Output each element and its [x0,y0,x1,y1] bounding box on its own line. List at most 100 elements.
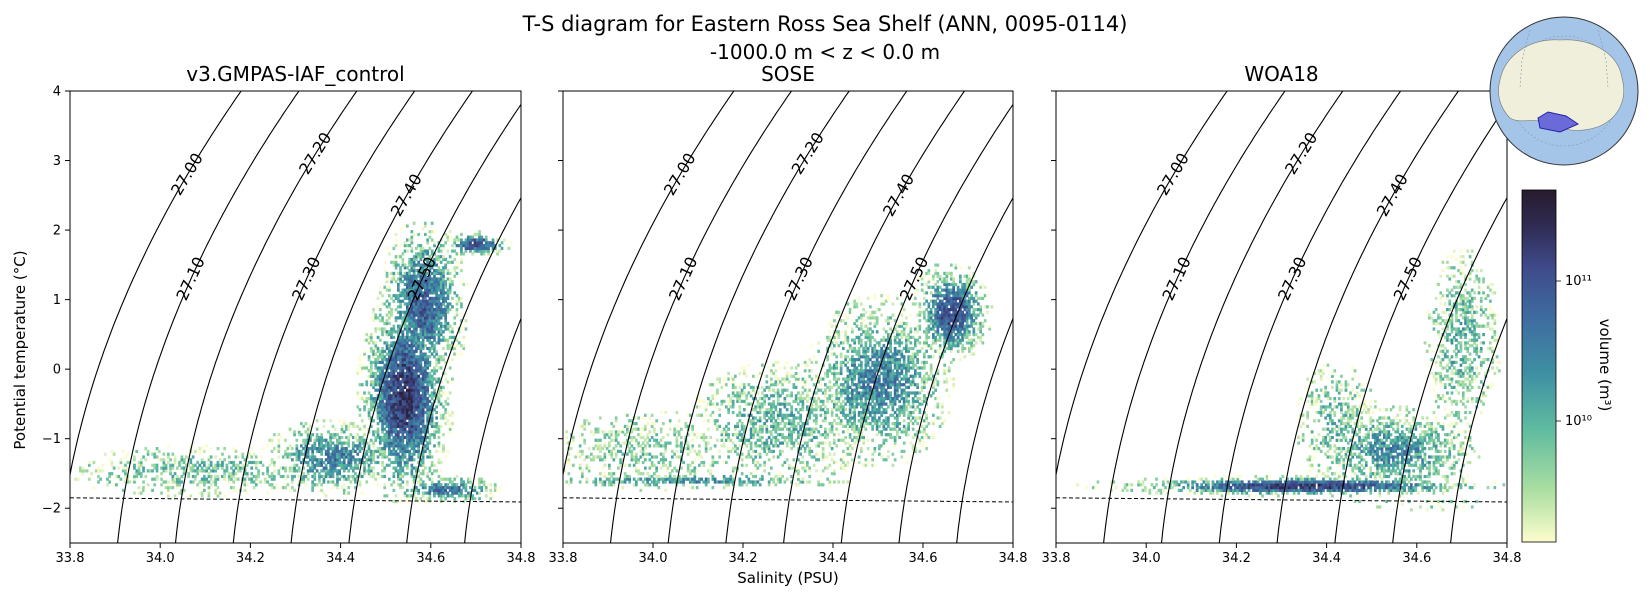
heatmap-cell [421,385,425,389]
heatmap-cell [270,438,274,442]
heatmap-cell [302,441,305,445]
heatmap-cell [842,460,845,465]
heatmap-cell [401,391,405,395]
heatmap-cell [734,385,737,389]
heatmap-cell [830,458,834,462]
heatmap-cell [754,483,757,487]
heatmap-cell [756,402,760,406]
heatmap-cell [790,366,793,370]
heatmap-cell [399,391,402,395]
heatmap-cell [448,486,452,490]
heatmap-cell [855,371,859,376]
heatmap-cell [135,472,139,476]
heatmap-cell [585,466,589,470]
heatmap-cell [767,397,771,401]
heatmap-cell [698,394,701,398]
heatmap-cell [453,486,457,490]
heatmap-cell [169,486,172,490]
heatmap-cell [711,458,715,462]
heatmap-cell [428,291,432,295]
heatmap-cell [779,366,782,370]
heatmap-cell [415,299,418,303]
heatmap-cell [410,355,414,359]
heatmap-cell [460,244,463,248]
heatmap-cell [821,469,825,473]
heatmap-cell [369,399,373,403]
heatmap-cell [810,427,814,431]
heatmap-cell [383,385,387,389]
heatmap-cell [763,397,766,401]
x-tick-label: 34.4 [326,551,355,566]
heatmap-cell [254,460,258,465]
heatmap-cell [358,397,362,401]
heatmap-cell [385,405,389,409]
heatmap-cell [408,408,411,412]
heatmap-cell [451,413,454,417]
heatmap-cell [412,458,416,462]
heatmap-cell [119,477,123,481]
heatmap-cell [155,466,159,470]
heatmap-cell [776,455,780,459]
heatmap-cell [419,266,423,270]
heatmap-cell [727,399,730,403]
heatmap-cell [826,399,829,403]
heatmap-cell [385,433,389,437]
heatmap-cell [408,449,411,453]
heatmap-cell [626,474,629,479]
heatmap-cell [336,486,339,490]
heatmap-cell [392,260,396,264]
heatmap-cell [437,399,441,403]
heatmap-cell [110,463,114,467]
heatmap-cell [216,460,220,465]
heatmap-cell [421,447,425,451]
heatmap-cell [594,480,598,484]
heatmap-cell [655,483,658,487]
heatmap-cell [419,305,423,309]
heatmap-cell [668,460,672,465]
heatmap-cell [637,477,640,481]
heatmap-cell [772,416,775,420]
heatmap-cell [403,422,407,426]
heatmap-cell [403,430,407,434]
heatmap-cell [801,455,805,459]
heatmap-cell [388,371,391,376]
heatmap-cell [781,463,784,467]
heatmap-cell [363,466,366,470]
heatmap-cell [417,263,420,267]
heatmap-cell [738,477,742,481]
heatmap-cell [412,377,416,381]
heatmap-cell [608,430,611,434]
heatmap-cell [426,435,429,440]
heatmap-cell [241,480,245,484]
heatmap-cell [124,469,127,473]
heatmap-cell [601,458,604,462]
heatmap-cell [691,427,694,431]
heatmap-cell [406,369,409,373]
heatmap-cell [403,296,407,300]
heatmap-cell [388,388,391,392]
heatmap-cell [378,405,382,409]
heatmap-cell [374,330,378,334]
heatmap-cell [399,274,402,278]
heatmap-cell [390,366,393,370]
heatmap-cell [657,486,661,490]
heatmap-cell [812,430,816,434]
heatmap-cell [803,430,807,434]
heatmap-cell [214,463,217,467]
heatmap-cell [653,477,656,481]
heatmap-cell [677,433,681,437]
heatmap-cell [139,474,143,479]
heatmap-cell [689,424,692,428]
heatmap-cell [302,472,305,476]
heatmap-cell [437,366,441,370]
heatmap-cell [401,397,405,401]
heatmap-cell [424,291,427,295]
heatmap-cell [455,344,459,348]
heatmap-cell [451,305,454,309]
heatmap-cell [614,449,618,453]
heatmap-cell [354,466,357,470]
heatmap-cell [293,452,296,456]
heatmap-cell [399,358,402,362]
heatmap-cell [419,419,423,423]
heatmap-cell [397,330,400,334]
